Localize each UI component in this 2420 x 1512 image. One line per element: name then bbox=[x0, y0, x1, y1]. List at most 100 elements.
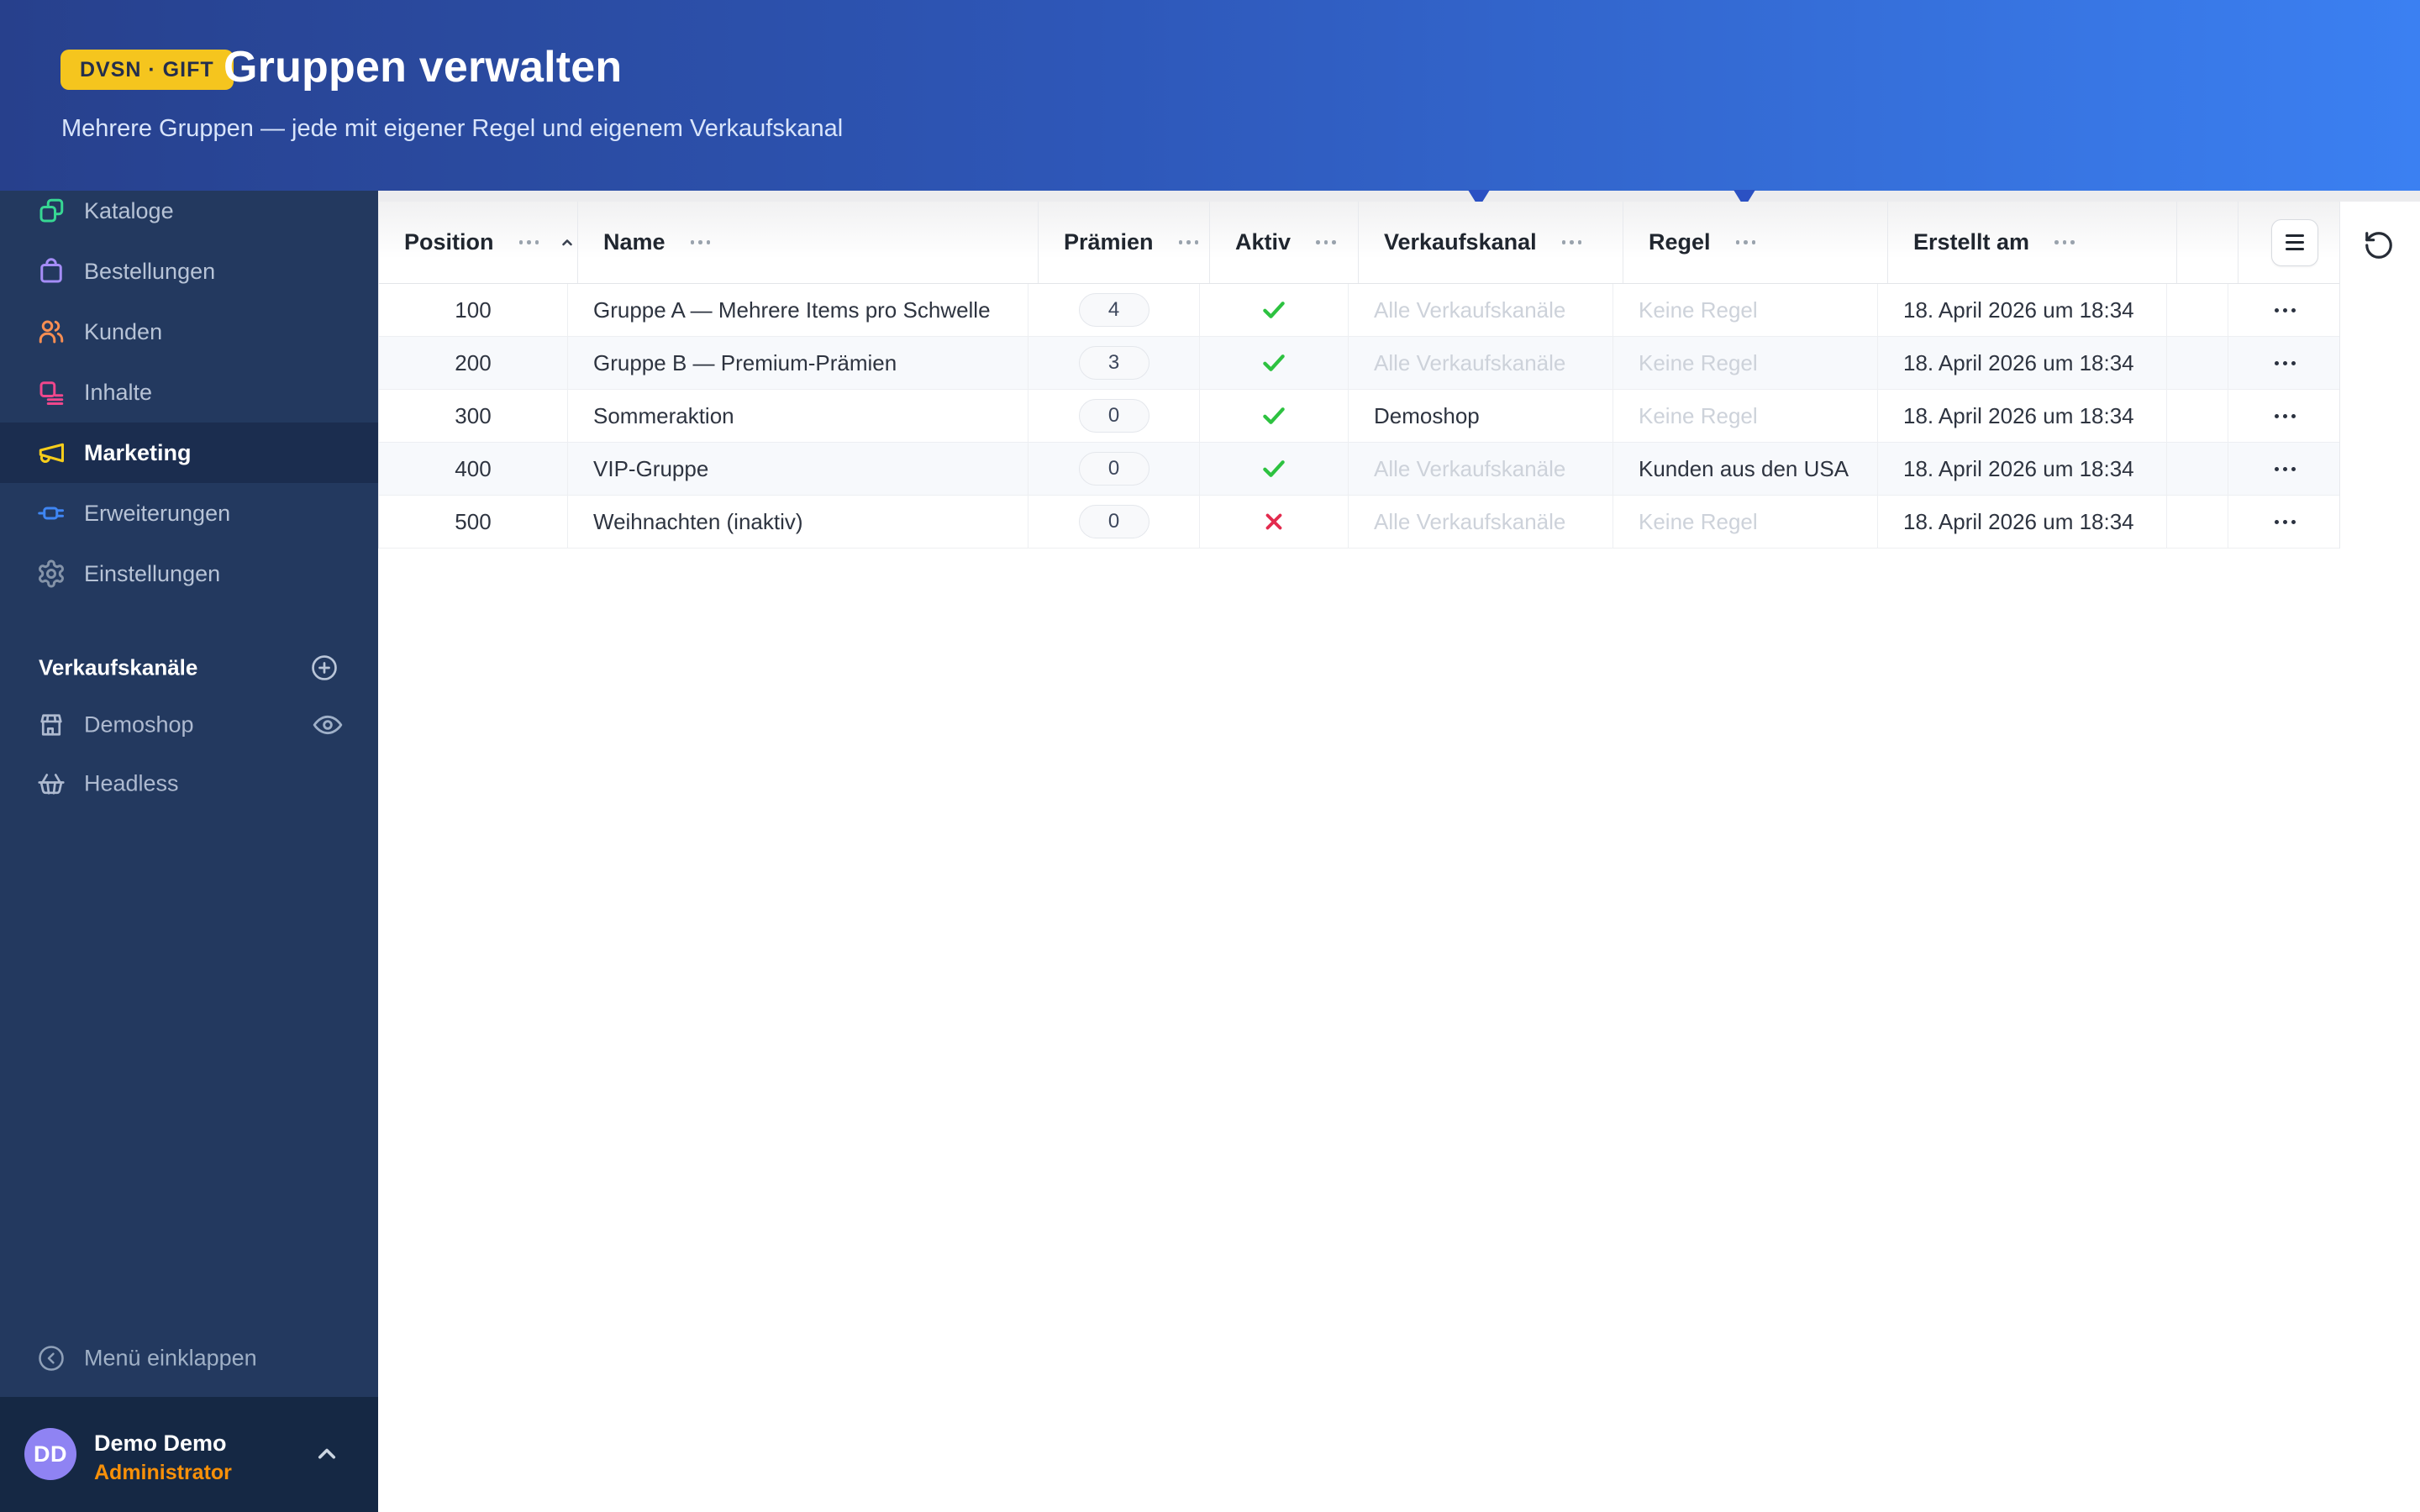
sidebar-item-label: Kunden bbox=[84, 318, 163, 344]
created-at-value: 18. April 2026 um 18:34 bbox=[1903, 508, 2134, 534]
sort-ascending-icon[interactable] bbox=[557, 233, 577, 253]
channel-label: Headless bbox=[84, 770, 179, 796]
collapse-menu-button[interactable]: Menü einklappen bbox=[0, 1330, 378, 1387]
collapse-menu-label: Menü einklappen bbox=[84, 1345, 257, 1371]
page-subtitle: Mehrere Gruppen — jede mit eigener Regel… bbox=[61, 115, 844, 142]
position-value: 100 bbox=[455, 297, 492, 323]
cell-spacer bbox=[2167, 284, 2228, 336]
check-icon bbox=[1260, 454, 1288, 483]
sidebar-item-inhalte[interactable]: Inhalte bbox=[0, 362, 378, 423]
cell-name: Weihnachten (inaktiv) bbox=[568, 496, 1028, 548]
table-row[interactable]: 200 Gruppe B — Premium-Prämien 3 Alle Verka… bbox=[379, 337, 2339, 390]
eye-icon[interactable] bbox=[311, 708, 345, 742]
ellipsis-icon[interactable] bbox=[1176, 234, 1202, 251]
column-header-verkaufskanal[interactable]: Verkaufskanal bbox=[1359, 202, 1623, 283]
column-header-position[interactable]: Position bbox=[379, 202, 578, 283]
group-name: Gruppe B — Premium-Prämien bbox=[593, 349, 897, 375]
column-header-label: Erstellt am bbox=[1913, 229, 2030, 255]
cell-channel: Alle Verkaufskanäle bbox=[1349, 284, 1613, 336]
check-icon bbox=[1260, 296, 1288, 324]
sidebar-item-bestellungen[interactable]: Bestellungen bbox=[0, 241, 378, 302]
group-name: Sommeraktion bbox=[593, 402, 734, 428]
table-row[interactable]: 300 Sommeraktion 0 Demoshop Keine Regel 18. A… bbox=[379, 390, 2339, 443]
ellipsis-icon[interactable] bbox=[1559, 234, 1586, 251]
storefront-icon bbox=[35, 709, 67, 741]
table-row[interactable]: 400 VIP-Gruppe 0 Alle Verkaufskanäle Kunden … bbox=[379, 443, 2339, 496]
list-icon[interactable] bbox=[2271, 218, 2318, 266]
cell-position: 300 bbox=[379, 390, 568, 442]
content-icon bbox=[35, 376, 67, 408]
cell-position: 100 bbox=[379, 284, 568, 336]
kebab-icon[interactable] bbox=[2268, 353, 2302, 374]
rotate-ccw-icon[interactable] bbox=[2362, 228, 2396, 262]
cell-spacer bbox=[2167, 443, 2228, 495]
premiums-count-badge: 4 bbox=[1078, 293, 1150, 327]
table-row[interactable]: 500 Weihnachten (inaktiv) 0 Alle Verkaufska… bbox=[379, 496, 2339, 549]
ellipsis-icon[interactable] bbox=[2051, 234, 2078, 251]
rule-value: Keine Regel bbox=[1639, 402, 1758, 428]
column-header-name[interactable]: Name bbox=[578, 202, 1039, 283]
cell-actions bbox=[2228, 337, 2341, 389]
sidebar-item-einstellungen[interactable]: Einstellungen bbox=[0, 543, 378, 604]
sidebar-item-headless[interactable]: Headless bbox=[0, 755, 378, 812]
position-value: 200 bbox=[455, 349, 492, 375]
chevron-left-circle-icon bbox=[35, 1342, 67, 1374]
sidebar-item-demoshop[interactable]: Demoshop bbox=[0, 696, 378, 753]
rule-value: Kunden aus den USA bbox=[1639, 455, 1849, 481]
kebab-icon[interactable] bbox=[2268, 300, 2302, 321]
main-content: Position Name Prämien Aktiv bbox=[378, 190, 2420, 1512]
rule-value: Keine Regel bbox=[1639, 349, 1758, 375]
basket-icon bbox=[35, 768, 67, 800]
sidebar: Kataloge Bestellungen bbox=[0, 191, 378, 1397]
cell-premiums: 0 bbox=[1028, 390, 1200, 442]
cell-rule: Keine Regel bbox=[1613, 284, 1878, 336]
sidebar-item-kunden[interactable]: Kunden bbox=[0, 302, 378, 362]
group-name: Weihnachten (inaktiv) bbox=[593, 508, 803, 534]
table-row[interactable]: 100 Gruppe A — Mehrere Items pro Schwelle… bbox=[379, 284, 2339, 337]
megaphone-icon bbox=[35, 437, 67, 469]
user-role: Administrator bbox=[94, 1461, 232, 1484]
sidebar-item-marketing[interactable]: Marketing bbox=[0, 423, 378, 483]
cell-channel: Demoshop bbox=[1349, 390, 1613, 442]
ellipsis-icon[interactable] bbox=[1313, 234, 1339, 251]
channel-value: Alle Verkaufskanäle bbox=[1374, 508, 1566, 534]
kebab-icon[interactable] bbox=[2268, 512, 2302, 533]
check-icon bbox=[1260, 402, 1288, 430]
sidebar-item-erweiterungen[interactable]: Erweiterungen bbox=[0, 483, 378, 543]
cell-actions bbox=[2228, 496, 2341, 548]
cell-premiums: 0 bbox=[1028, 443, 1200, 495]
chevron-up-icon[interactable] bbox=[312, 1439, 342, 1469]
sidebar-item-kataloge[interactable]: Kataloge bbox=[0, 181, 378, 241]
rule-value: Keine Regel bbox=[1639, 508, 1758, 534]
channel-value: Alle Verkaufskanäle bbox=[1374, 297, 1566, 323]
cell-rule: Kunden aus den USA bbox=[1613, 443, 1878, 495]
content-top-strip bbox=[378, 191, 2420, 202]
column-header-regel[interactable]: Regel bbox=[1623, 202, 1888, 283]
sidebar-item-label: Marketing bbox=[84, 439, 192, 465]
x-icon bbox=[1261, 509, 1286, 534]
cell-actions bbox=[2228, 284, 2341, 336]
cell-position: 200 bbox=[379, 337, 568, 389]
cell-premiums: 0 bbox=[1028, 496, 1200, 548]
column-header-erstellt-am[interactable]: Erstellt am bbox=[1888, 202, 2177, 283]
kebab-icon[interactable] bbox=[2268, 406, 2302, 427]
plug-icon bbox=[35, 497, 67, 529]
ellipsis-icon[interactable] bbox=[516, 234, 543, 251]
cell-name: Gruppe B — Premium-Prämien bbox=[568, 337, 1028, 389]
user-name: Demo Demo bbox=[94, 1431, 227, 1456]
column-header-praemien[interactable]: Prämien bbox=[1039, 202, 1210, 283]
cell-created: 18. April 2026 um 18:34 bbox=[1878, 284, 2167, 336]
cell-actions bbox=[2228, 443, 2341, 495]
column-header-label: Name bbox=[603, 229, 666, 255]
column-header-aktiv[interactable]: Aktiv bbox=[1210, 202, 1359, 283]
cell-rule: Keine Regel bbox=[1613, 390, 1878, 442]
ellipsis-icon[interactable] bbox=[687, 234, 714, 251]
kebab-icon[interactable] bbox=[2268, 459, 2302, 480]
cell-spacer bbox=[2167, 337, 2228, 389]
plus-circle-icon[interactable] bbox=[308, 652, 340, 684]
user-menu[interactable]: DD Demo Demo Administrator bbox=[0, 1397, 378, 1512]
ellipsis-icon[interactable] bbox=[1733, 234, 1760, 251]
sidebar-item-label: Einstellungen bbox=[84, 560, 221, 586]
cell-created: 18. April 2026 um 18:34 bbox=[1878, 443, 2167, 495]
